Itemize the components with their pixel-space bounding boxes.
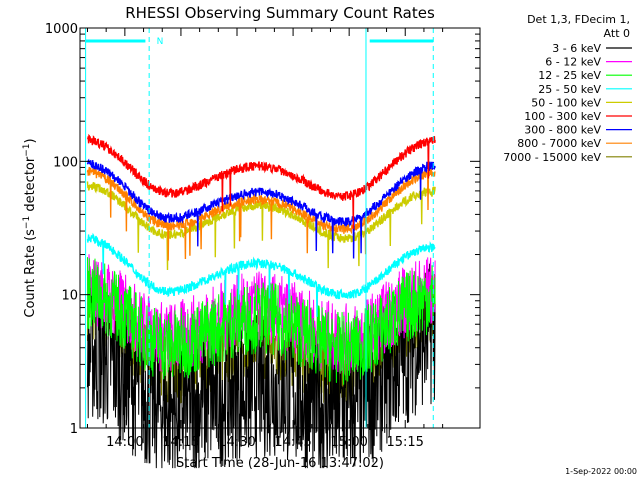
legend-header-1: Det 1,3, FDecim 1,	[527, 13, 630, 26]
flags-layer: N	[85, 28, 434, 428]
legend-label: 800 - 7000 keV	[517, 137, 601, 150]
series-layer	[86, 133, 436, 469]
x-tick-label: 14:30	[218, 435, 255, 450]
legend-label: 100 - 300 keV	[524, 110, 601, 123]
footer-date: 1-Sep-2022 00:00	[565, 467, 637, 476]
y-axis-label-sup2: −1	[22, 143, 32, 156]
x-tick-label: 15:15	[386, 435, 423, 450]
flag-n-label: N	[157, 37, 164, 47]
y-axis-label: Count Rate (s−1 detector−1)	[22, 138, 38, 317]
legend-header-2: Att 0	[604, 27, 630, 40]
series-line	[86, 133, 436, 229]
series-line	[87, 254, 436, 376]
series-line	[86, 232, 436, 317]
series-line	[86, 166, 436, 261]
x-tick-label: 14:15	[162, 435, 199, 450]
y-axis-label-sup1: −1	[22, 216, 32, 229]
x-tick-label: 15:00	[330, 435, 367, 450]
y-axis-label-main: Count Rate (s	[23, 229, 38, 318]
legend-label: 300 - 800 keV	[524, 124, 601, 137]
series-line	[87, 257, 436, 385]
legend-label: 3 - 6 keV	[552, 42, 601, 55]
y-axis-label-mid: detector	[23, 156, 38, 216]
y-axis-label-end: )	[23, 138, 38, 143]
axis-layer: 14:00 14:15 14:30 14:45 15:00 15:15 1 10 100 1000	[45, 22, 480, 450]
x-tick-label: 14:45	[274, 435, 311, 450]
legend-label: 25 - 50 keV	[538, 83, 601, 96]
x-tick-label: 14:00	[106, 435, 143, 450]
legend-label: 7000 - 15000 keV	[503, 151, 601, 164]
y-tick-label: 1	[70, 422, 78, 437]
series-line	[86, 158, 436, 259]
series-line	[86, 181, 436, 271]
y-tick-label: 100	[53, 155, 78, 170]
chart-title: RHESSI Observing Summary Count Rates	[125, 4, 435, 22]
y-tick-label: 1000	[45, 22, 78, 37]
legend-label: 6 - 12 keV	[545, 56, 601, 69]
plot-frame	[79, 27, 481, 429]
x-axis-label: Start Time (28-Jun-16 13:47:02)	[176, 456, 384, 471]
legend-label: 12 - 25 keV	[538, 69, 601, 82]
y-tick-label: 10	[61, 289, 78, 304]
legend-label: 50 - 100 keV	[531, 96, 601, 109]
